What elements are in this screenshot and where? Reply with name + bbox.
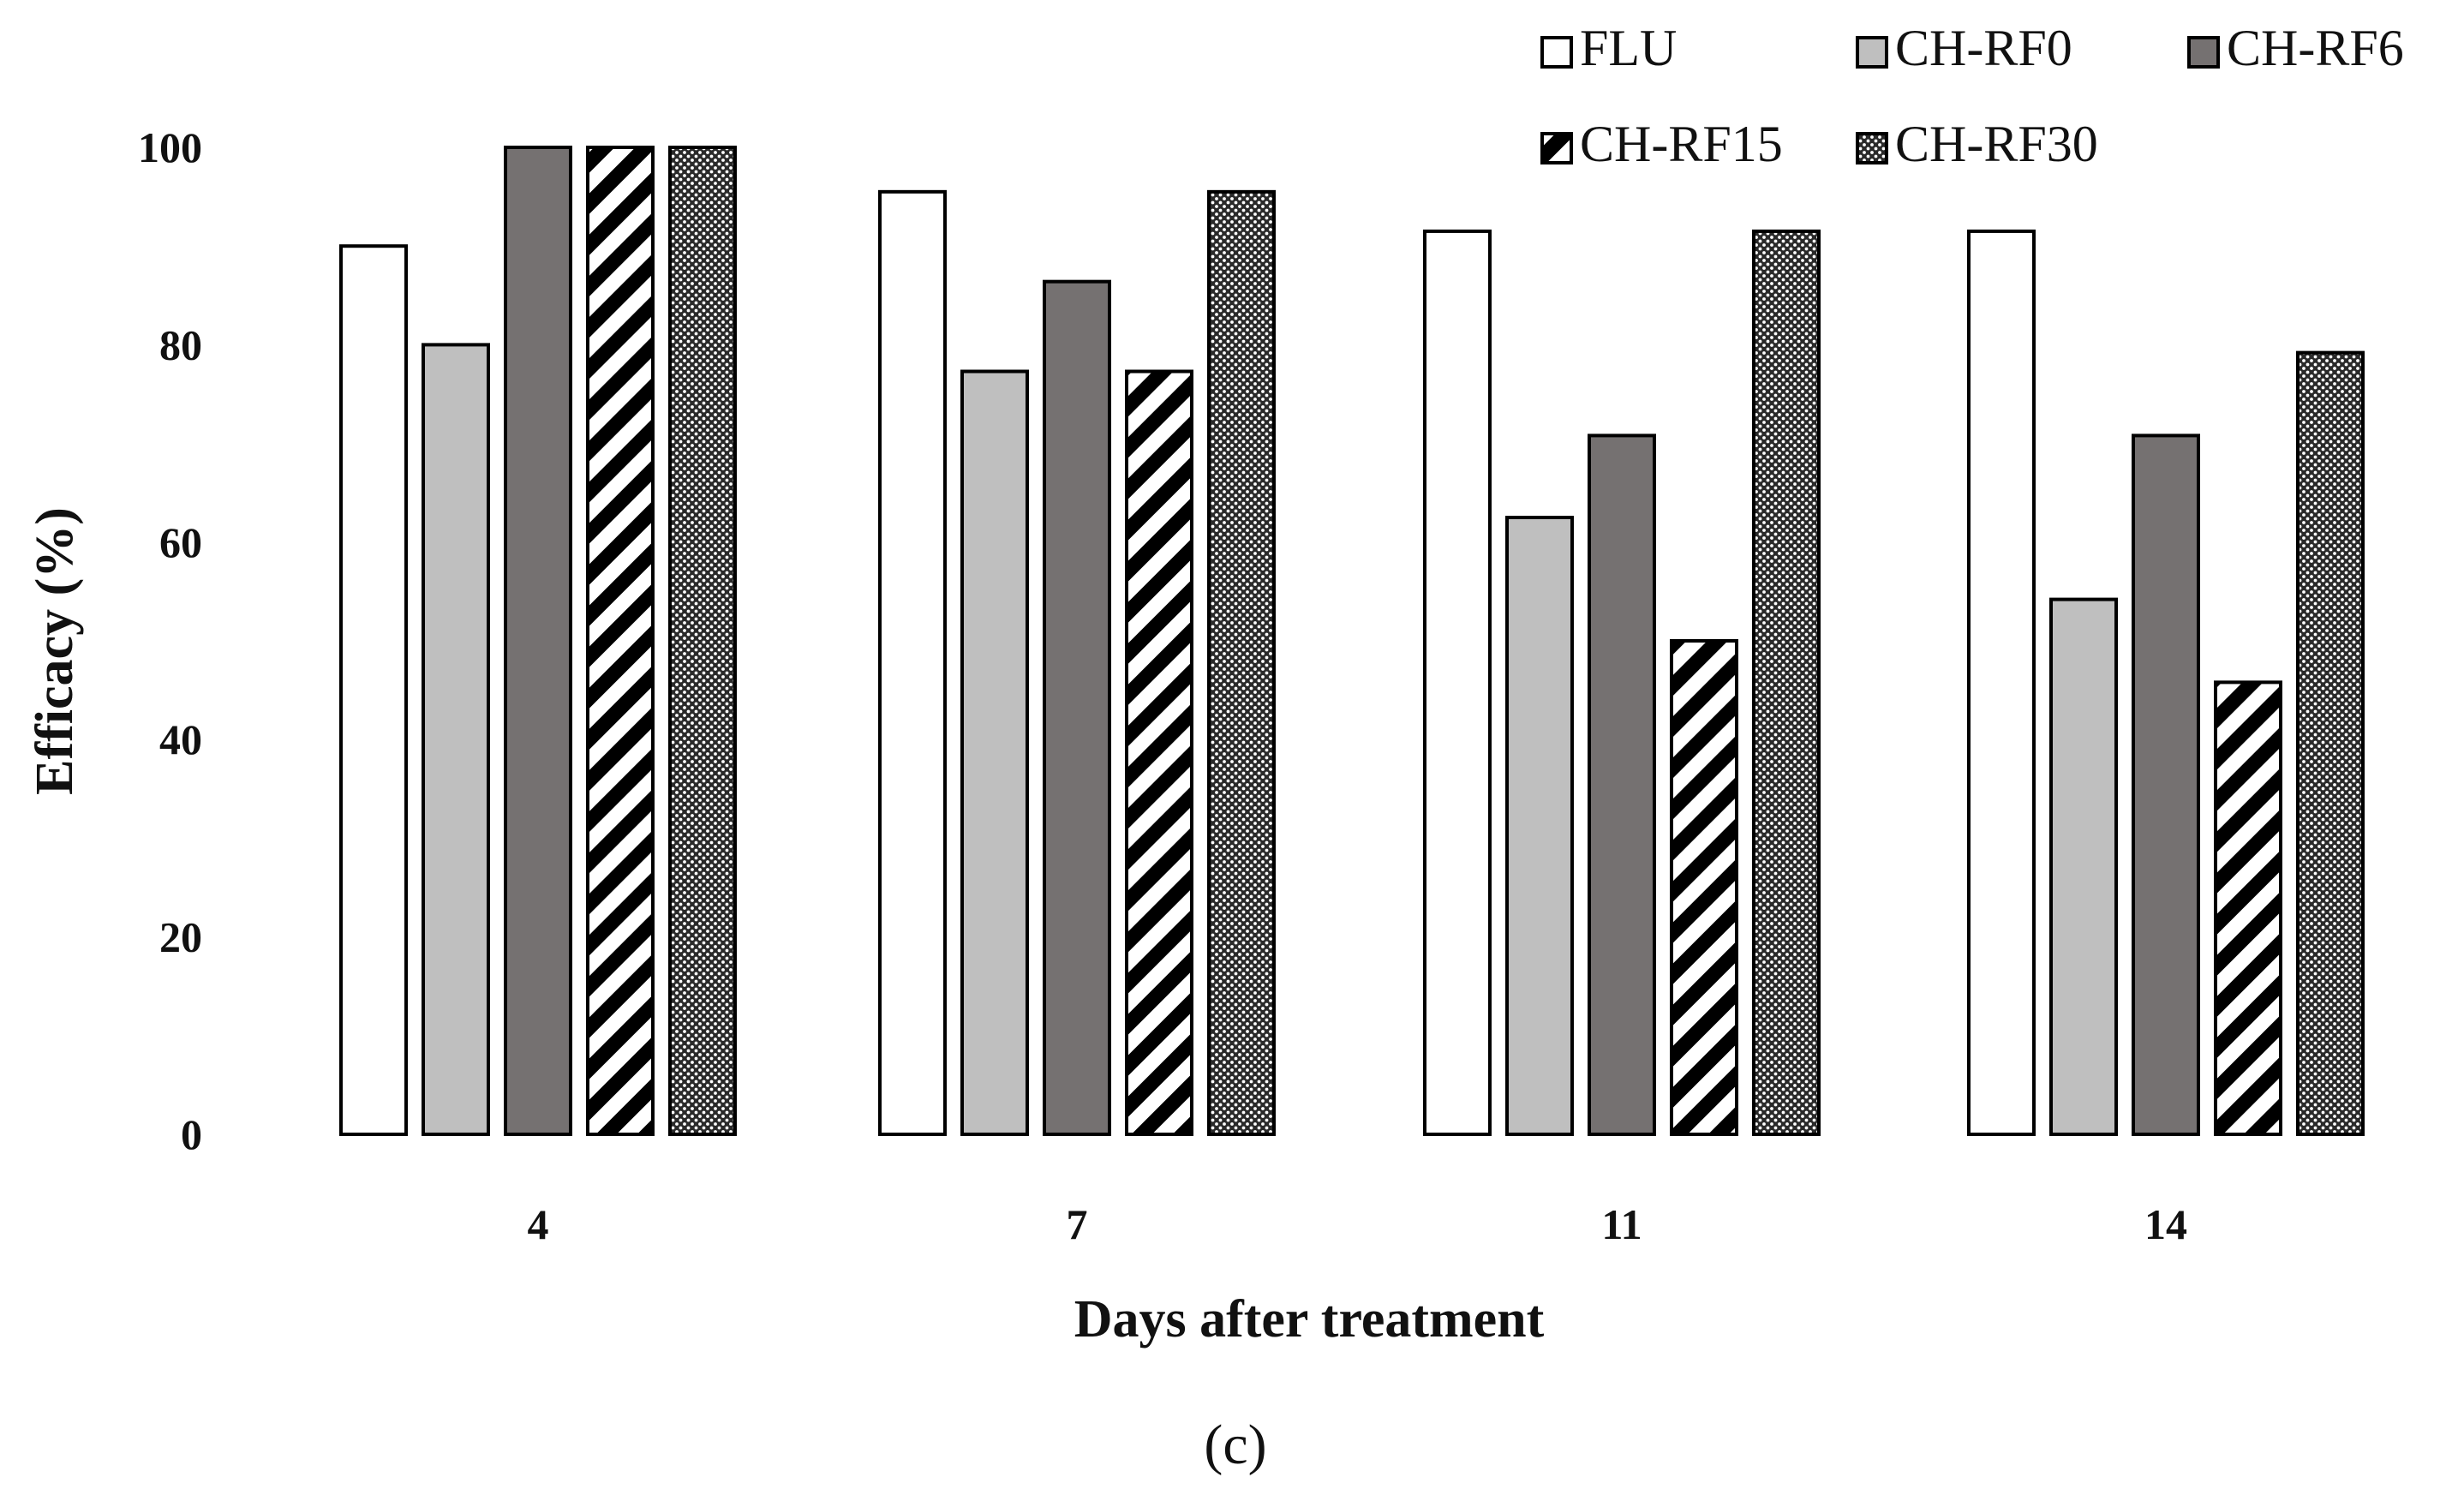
bar-ch-rf6-day-14 xyxy=(2132,434,2200,1137)
x-axis-ticks: 4 7 11 14 xyxy=(528,1200,2188,1248)
bar-ch-rf15-day-14 xyxy=(2214,680,2282,1136)
y-tick-label: 100 xyxy=(138,123,202,171)
y-tick-label: 80 xyxy=(159,320,202,368)
x-tick-label: 7 xyxy=(1067,1200,1088,1248)
legend-label-ch-rf6: CH-RF6 xyxy=(2227,20,2404,76)
legend-swatch-ch-rf6 xyxy=(2187,36,2220,69)
x-axis-title: Days after treatment xyxy=(1074,1290,1545,1349)
bar-ch-rf6-day-7 xyxy=(1043,279,1111,1136)
bar-ch-rf0-day-7 xyxy=(960,369,1029,1136)
y-tick-label: 60 xyxy=(159,518,202,566)
x-tick-label: 4 xyxy=(528,1200,549,1248)
bar-ch-rf30-day-7 xyxy=(1207,189,1276,1137)
y-axis-title: Efficacy (%) xyxy=(26,507,84,795)
bars-layer xyxy=(339,146,2365,1137)
bar-ch-rf30-day-11 xyxy=(1752,229,1821,1136)
bar-ch-rf30-day-14 xyxy=(2296,350,2365,1136)
bar-ch-rf15-day-7 xyxy=(1125,369,1193,1136)
legend-label-ch-rf15: CH-RF15 xyxy=(1580,116,1783,172)
legend-label-ch-rf30: CH-RF30 xyxy=(1895,116,2098,172)
bar-ch-rf0-day-11 xyxy=(1505,516,1574,1136)
bar-flu-day-7 xyxy=(878,189,947,1137)
legend-swatch-flu xyxy=(1540,36,1573,69)
legend-swatch-ch-rf30 xyxy=(1856,132,1888,164)
legend-swatch-ch-rf15 xyxy=(1540,132,1573,164)
bar-flu-day-14 xyxy=(1967,229,2036,1136)
bar-ch-rf0-day-14 xyxy=(2049,597,2118,1136)
bar-ch-rf0-day-4 xyxy=(422,343,490,1136)
x-tick-label: 11 xyxy=(1601,1200,1642,1248)
y-tick-label: 20 xyxy=(159,913,202,961)
bar-ch-rf30-day-4 xyxy=(668,146,737,1136)
legend: FLU CH-RF0 CH-RF6 CH-RF15 CH-RF30 xyxy=(1540,20,2404,172)
bar-ch-rf6-day-4 xyxy=(504,146,572,1136)
legend-label-ch-rf0: CH-RF0 xyxy=(1895,20,2072,76)
bar-ch-rf15-day-11 xyxy=(1670,639,1738,1136)
x-tick-label: 14 xyxy=(2144,1200,2187,1248)
y-tick-label: 40 xyxy=(159,715,202,763)
panel-label: (c) xyxy=(1204,1414,1266,1476)
bar-flu-day-4 xyxy=(339,244,408,1137)
legend-label-flu: FLU xyxy=(1580,20,1677,76)
y-tick-label: 0 xyxy=(181,1110,202,1158)
legend-swatch-ch-rf0 xyxy=(1856,36,1888,69)
bar-flu-day-11 xyxy=(1423,229,1492,1136)
bar-ch-rf15-day-4 xyxy=(586,146,655,1136)
y-axis-ticks: 0 20 40 60 80 100 xyxy=(138,123,202,1158)
bar-ch-rf6-day-11 xyxy=(1588,434,1656,1137)
